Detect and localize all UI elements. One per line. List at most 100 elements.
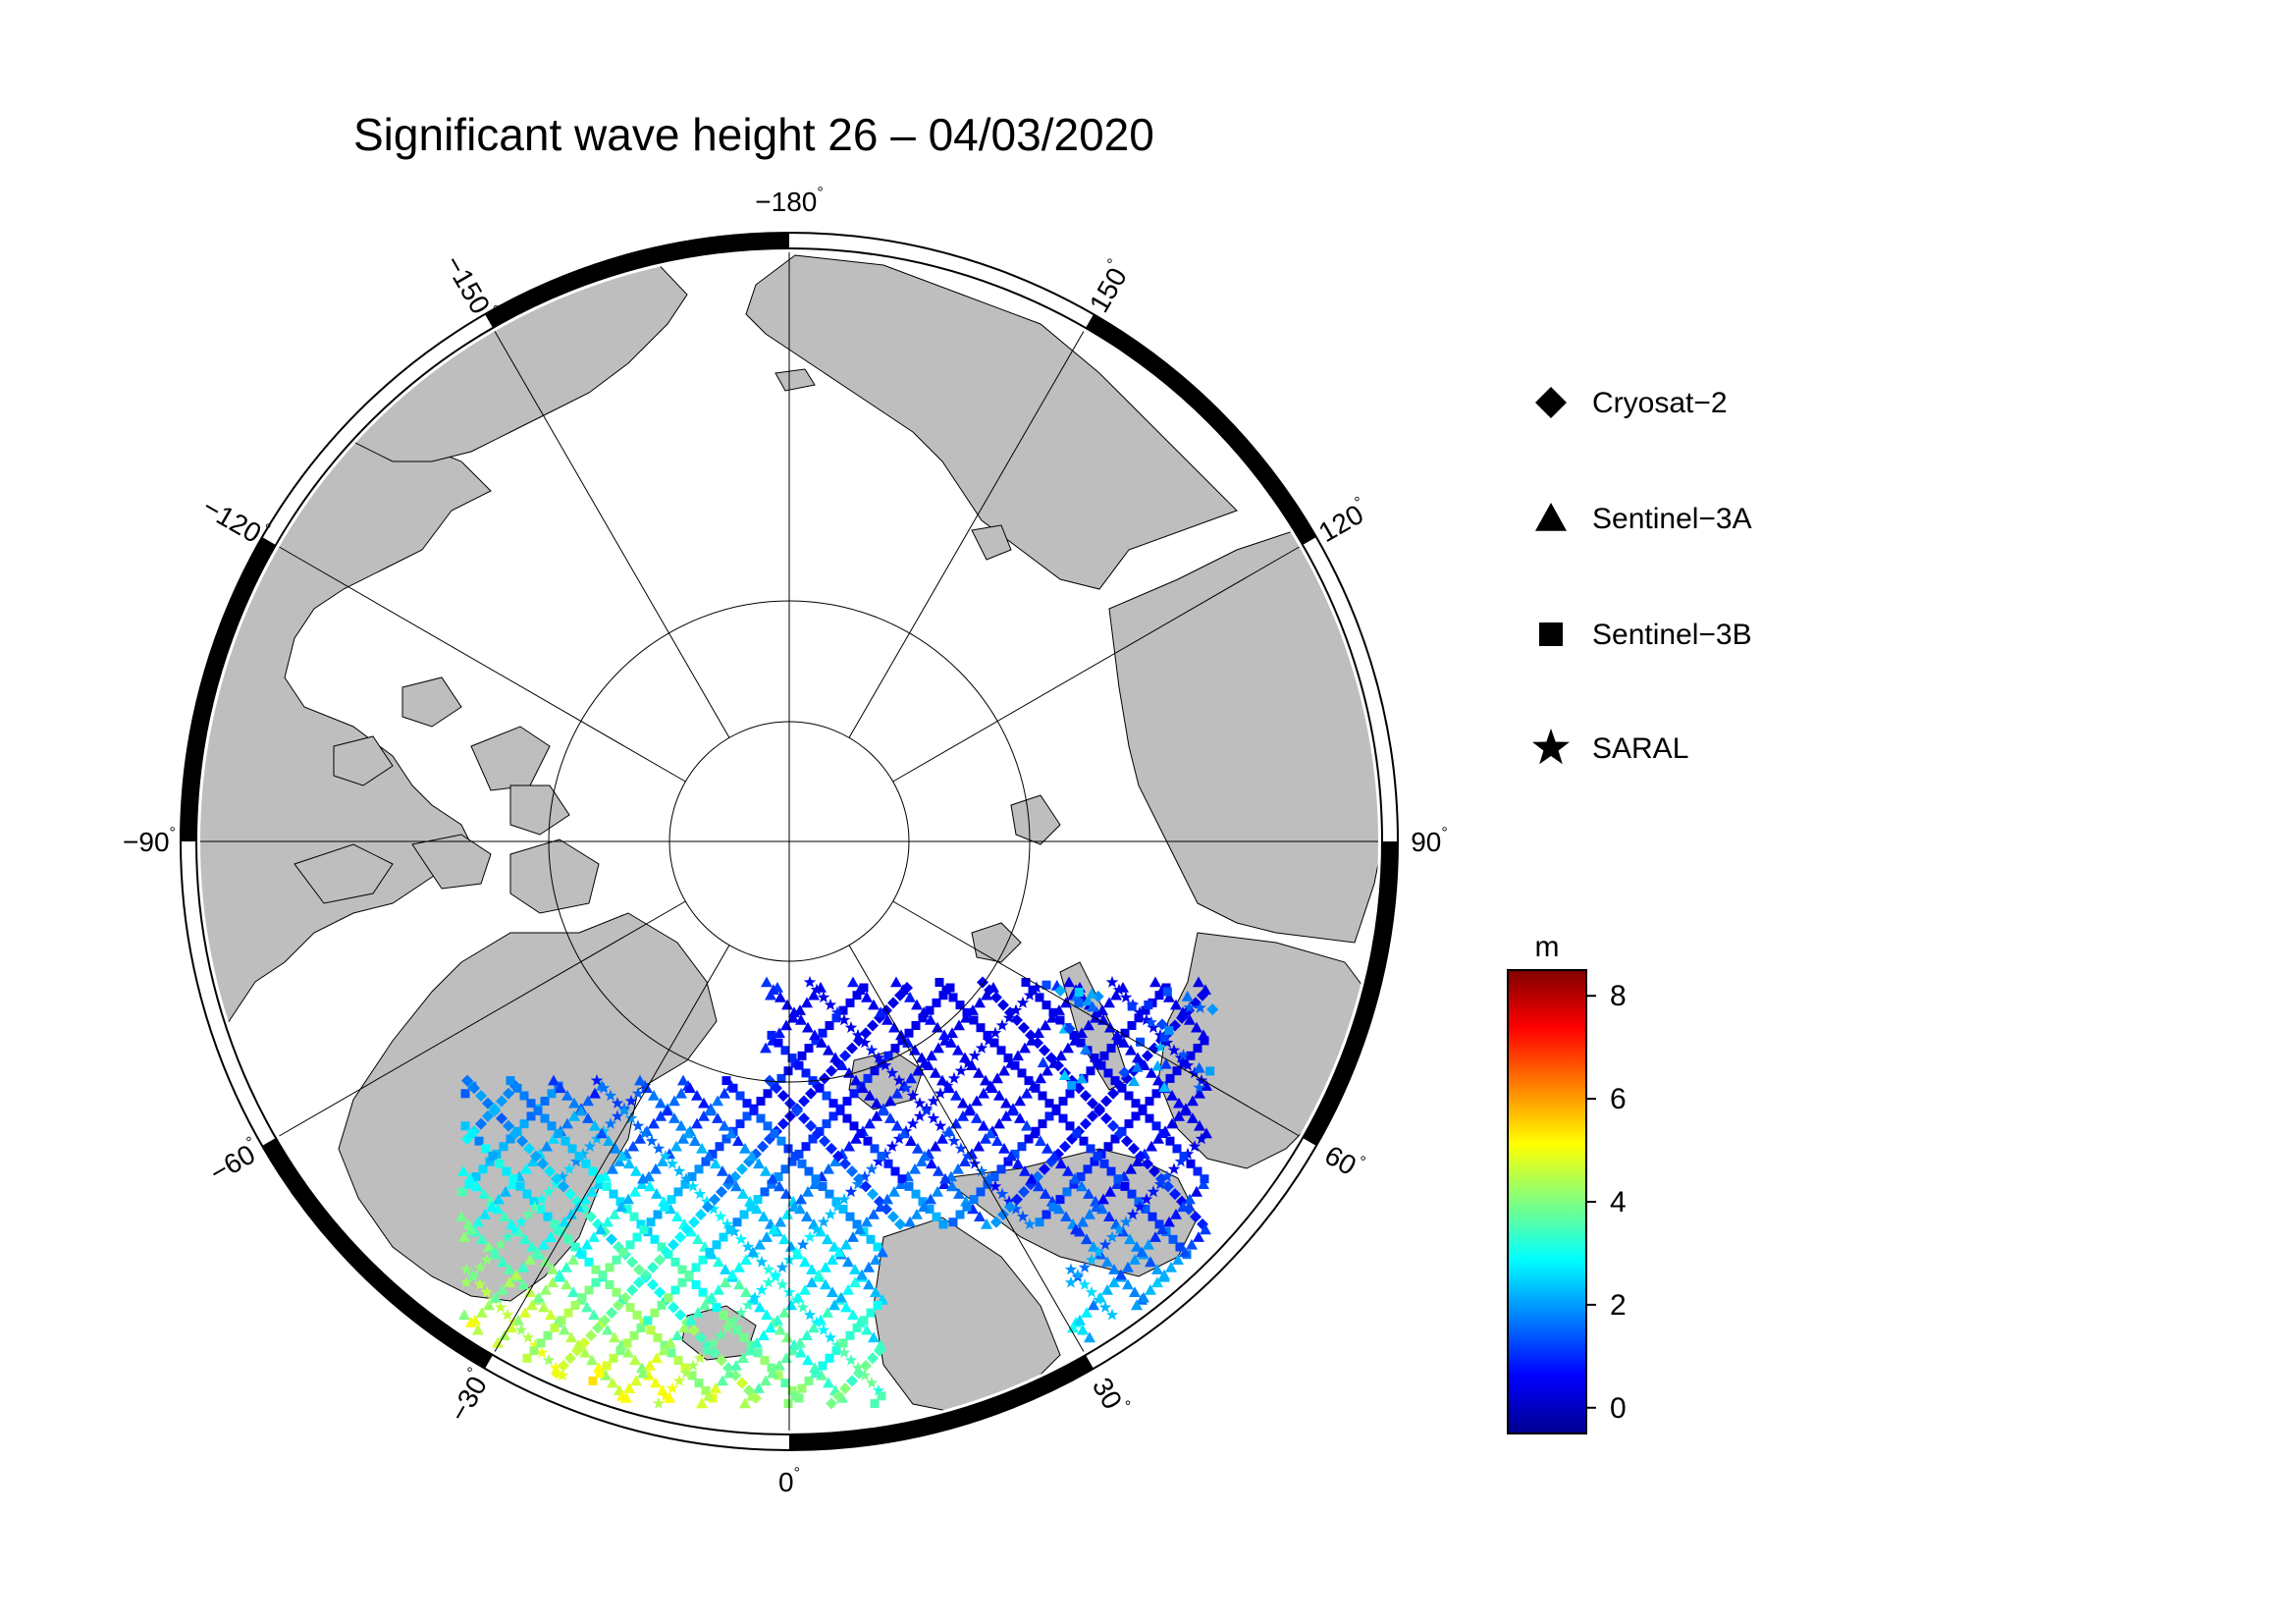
observation-triangle xyxy=(739,1397,751,1409)
observation-square xyxy=(883,1051,893,1060)
observation-triangle xyxy=(623,1382,635,1393)
observation-diamond xyxy=(832,1389,844,1402)
observation-triangle xyxy=(1163,991,1175,1002)
observation-star xyxy=(1105,1230,1119,1243)
observation-square xyxy=(1035,993,1044,1002)
observation-triangle xyxy=(863,1261,875,1272)
observation-star xyxy=(480,1285,494,1298)
observation-star xyxy=(597,1124,611,1137)
observation-triangle xyxy=(760,1042,772,1054)
observation-star xyxy=(1147,1021,1160,1033)
observation-star xyxy=(796,1238,810,1251)
observation-triangle xyxy=(911,1209,923,1219)
observation-square xyxy=(780,1379,790,1388)
observation-square xyxy=(512,1083,522,1093)
observation-square xyxy=(536,1338,546,1348)
observation-star xyxy=(824,999,837,1010)
observation-triangle xyxy=(1097,1014,1109,1025)
observation-diamond xyxy=(667,1301,679,1314)
observation-triangle xyxy=(828,1241,840,1252)
observation-star xyxy=(927,1094,940,1107)
observation-triangle xyxy=(486,1201,498,1213)
observation-triangle xyxy=(808,1322,820,1333)
observation-square xyxy=(818,1361,828,1371)
observation-square xyxy=(1145,1113,1154,1123)
observation-star xyxy=(830,1200,844,1213)
observation-square xyxy=(842,1113,852,1123)
observation-diamond xyxy=(812,1127,824,1140)
observation-diamond xyxy=(619,1291,631,1304)
colorbar-gradient xyxy=(1507,969,1587,1434)
observation-star xyxy=(590,1132,604,1145)
observation-triangle xyxy=(493,1193,505,1205)
observation-square xyxy=(677,1277,687,1287)
observation-square xyxy=(609,1353,618,1363)
observation-triangle xyxy=(747,1246,759,1258)
observation-triangle xyxy=(644,1360,656,1371)
observation-triangle xyxy=(1088,1241,1099,1252)
observation-square xyxy=(925,1005,934,1015)
observation-square xyxy=(989,1172,999,1181)
observation-square xyxy=(673,1187,683,1197)
observation-triangle xyxy=(960,1011,972,1023)
observation-triangle xyxy=(1021,1087,1033,1099)
observation-triangle xyxy=(1132,1156,1144,1166)
observation-star xyxy=(858,1036,872,1049)
observation-star xyxy=(494,1301,507,1313)
observation-triangle xyxy=(1193,976,1204,988)
observation-triangle xyxy=(1097,1193,1109,1205)
observation-triangle xyxy=(856,1269,868,1280)
observation-triangle xyxy=(1186,1238,1198,1250)
observation-triangle xyxy=(959,1052,971,1063)
observation-triangle xyxy=(1108,1276,1120,1288)
observation-triangle xyxy=(616,1150,628,1162)
observation-triangle xyxy=(785,1241,797,1252)
observation-square xyxy=(866,1308,876,1318)
observation-star xyxy=(1147,1185,1160,1198)
observation-triangle xyxy=(1138,1291,1149,1303)
observation-square xyxy=(774,1038,783,1048)
observation-square xyxy=(932,1212,941,1221)
observation-diamond xyxy=(1039,1044,1050,1056)
observation-square xyxy=(1051,1106,1061,1115)
observation-square xyxy=(1017,1068,1027,1078)
observation-square xyxy=(591,1265,601,1274)
observation-triangle xyxy=(588,1309,600,1321)
observation-square xyxy=(753,1195,763,1205)
observation-triangle xyxy=(665,1336,676,1348)
observation-square xyxy=(584,1285,594,1295)
observation-diamond xyxy=(867,1019,879,1032)
observation-triangle xyxy=(1005,1150,1017,1162)
observation-square xyxy=(1003,1157,1013,1166)
observation-square xyxy=(780,1046,790,1055)
observation-square xyxy=(783,1399,793,1408)
observation-triangle xyxy=(925,1014,936,1025)
observation-triangle xyxy=(774,1360,785,1371)
observation-diamond xyxy=(990,1216,1002,1228)
observation-diamond xyxy=(1092,990,1104,1002)
observation-triangle xyxy=(823,1044,834,1055)
observation-triangle xyxy=(1194,1087,1205,1099)
observation-triangle xyxy=(1060,997,1072,1008)
observation-square xyxy=(1038,1091,1047,1101)
observation-triangle xyxy=(891,1119,903,1131)
observation-star xyxy=(824,1330,837,1343)
observation-triangle xyxy=(658,1344,669,1356)
observation-triangle xyxy=(765,989,776,1001)
observation-triangle xyxy=(1083,1188,1095,1199)
observation-diamond xyxy=(516,1135,528,1148)
observation-square xyxy=(1134,1013,1144,1023)
observation-triangle xyxy=(1014,1112,1026,1123)
observation-square xyxy=(615,1197,625,1207)
observation-star xyxy=(975,1164,988,1177)
observation-triangle xyxy=(794,1336,806,1348)
observation-triangle xyxy=(1139,1059,1150,1070)
observation-triangle xyxy=(740,1286,752,1297)
observation-star xyxy=(666,1381,679,1394)
observation-triangle xyxy=(978,1119,989,1131)
observation-diamond xyxy=(558,1360,569,1372)
observation-star xyxy=(982,1034,995,1047)
observation-star xyxy=(872,1383,885,1396)
observation-diamond xyxy=(544,1165,556,1177)
observation-square xyxy=(1127,1021,1137,1030)
